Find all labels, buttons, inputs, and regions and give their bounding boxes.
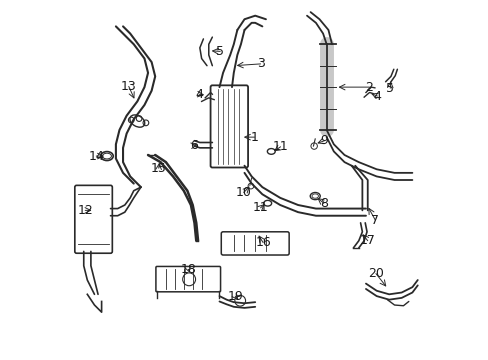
Text: 19: 19 (227, 289, 243, 303)
Text: 18: 18 (180, 263, 196, 276)
Text: 11: 11 (272, 140, 288, 153)
Text: 3: 3 (256, 57, 264, 71)
Text: 20: 20 (367, 267, 383, 280)
Text: 2: 2 (365, 81, 373, 94)
Text: 11: 11 (252, 201, 268, 214)
Text: 17: 17 (359, 234, 375, 247)
Text: 4: 4 (373, 90, 381, 103)
Text: 12: 12 (77, 204, 93, 217)
Text: 4: 4 (195, 88, 203, 101)
Text: 14: 14 (88, 149, 104, 163)
Text: 9: 9 (320, 134, 328, 147)
Text: 13: 13 (121, 80, 136, 93)
Text: 5: 5 (216, 45, 224, 58)
Text: 16: 16 (255, 236, 270, 249)
Text: 15: 15 (150, 162, 166, 175)
Text: 7: 7 (370, 213, 379, 226)
Text: 10: 10 (235, 186, 251, 199)
Text: 6: 6 (189, 139, 197, 152)
Text: 8: 8 (319, 197, 327, 210)
Text: 1: 1 (250, 131, 258, 144)
Text: 5: 5 (386, 82, 393, 95)
